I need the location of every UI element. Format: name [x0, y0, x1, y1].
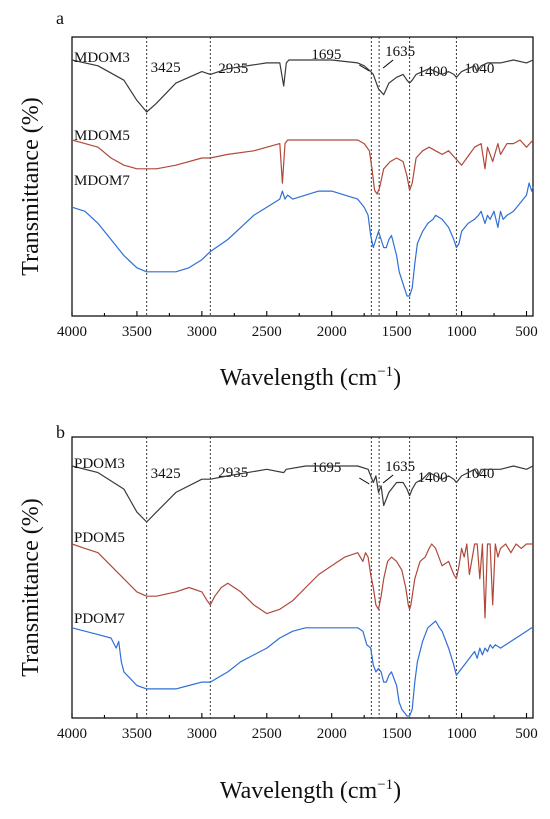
- panel-a-y-axis-title: Transmittance (%): [18, 97, 44, 275]
- panel-b-peak-label: 1635: [385, 459, 415, 475]
- panel-b-letter: b: [56, 422, 65, 442]
- panel-b-x-tick-label: 1000: [447, 726, 477, 742]
- panel-a-series-label-mdom7: MDOM7: [74, 173, 130, 189]
- panel-b-series-pdom7: [71, 620, 533, 717]
- panel-b-x-tick-label: 2500: [252, 726, 282, 742]
- panel-a-x-tick-label: 2500: [252, 324, 282, 340]
- panel-a-x-tick-label: 1500: [382, 324, 412, 340]
- panel-a-arrow-1695: [359, 64, 370, 72]
- panel-b-series-label-pdom5: PDOM5: [74, 530, 125, 546]
- panel-a-x-tick-label: 2000: [317, 324, 347, 340]
- panel-b-series-label-pdom7: PDOM7: [74, 611, 125, 627]
- panel-a-x-tick-label: 3500: [122, 324, 152, 340]
- panel-a-x-tick-label: 1000: [447, 324, 477, 340]
- panel-b-peak-label: 2935: [218, 465, 248, 481]
- panel-b-x-tick-label: 3000: [187, 726, 217, 742]
- panel-b-x-tick-label: 2000: [317, 726, 347, 742]
- panel-a-peak-label: 1400: [418, 64, 448, 80]
- panel-a-plot-frame: [71, 36, 534, 317]
- panel-a-x-tick-label: 500: [515, 324, 538, 340]
- panel-b-x-axis-title: Wavelength (cm−1): [220, 777, 401, 804]
- panel-a-x-axis-title: Wavelength (cm−1): [220, 364, 401, 391]
- panel-a-peak-label: 3425: [151, 60, 181, 76]
- panel-a-series-mdom3: [71, 59, 534, 113]
- panel-a-peak-label: 1635: [385, 44, 415, 60]
- panel-b-x-tick-label: 3500: [122, 726, 152, 742]
- panel-b-series-pdom5: [71, 543, 533, 619]
- panel-a-series-label-mdom3: MDOM3: [74, 50, 130, 66]
- panel-a-series-label-mdom5: MDOM5: [74, 128, 130, 144]
- panel-b-x-tick-label: 1500: [382, 726, 412, 742]
- panel-a-x-tick-label: 4000: [57, 324, 87, 340]
- panel-b-arrow-1695: [359, 477, 370, 485]
- panel-a-x-tick-label: 3000: [187, 324, 217, 340]
- panel-a-series-mdom7: [71, 182, 534, 297]
- panel-b-series-pdom3: [71, 465, 534, 523]
- panel-a-letter: a: [56, 8, 64, 28]
- panel-a-series-mdom5: [71, 139, 534, 195]
- panel-b-x-tick-label: 4000: [57, 726, 87, 742]
- panel-a-arrow-1635: [382, 59, 394, 69]
- panel-a-peak-label: 2935: [218, 61, 248, 77]
- panel-b-arrow-1635: [382, 474, 394, 484]
- panel-b-series-label-pdom3: PDOM3: [74, 456, 125, 472]
- panel-b-peak-label: 1400: [418, 470, 448, 486]
- panel-b-peak-label: 3425: [151, 466, 181, 482]
- panel-b-y-axis-title: Transmittance (%): [18, 498, 44, 676]
- panel-a-peak-label: 1695: [311, 47, 341, 63]
- panel-b-plot-frame: [71, 436, 534, 719]
- panel-b-x-tick-label: 500: [515, 726, 538, 742]
- panel-b-peak-label: 1695: [311, 460, 341, 476]
